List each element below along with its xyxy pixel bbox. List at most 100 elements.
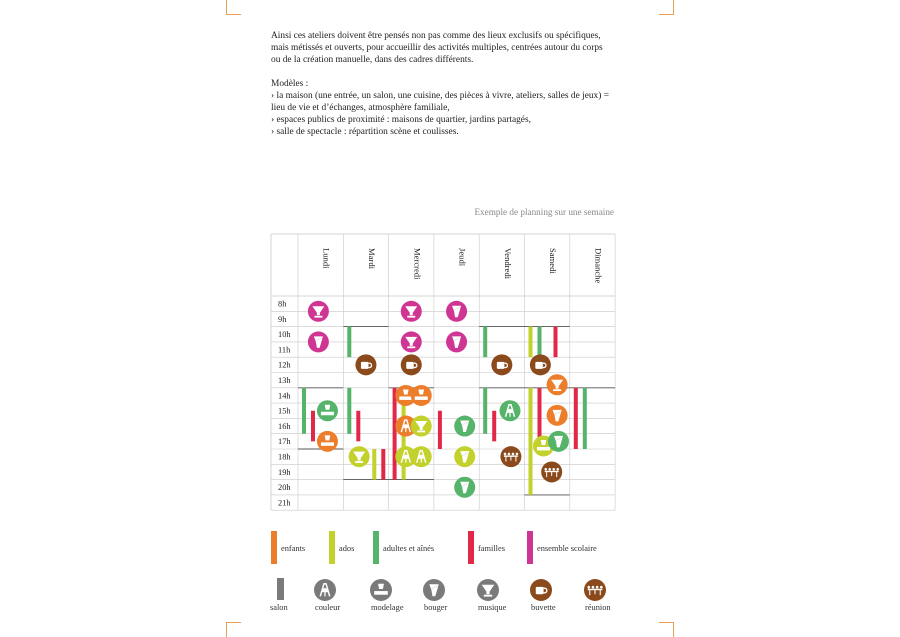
bouger-icon <box>547 430 569 452</box>
legend-label-familles: familles <box>478 544 505 553</box>
bar-familles <box>392 387 397 480</box>
bar-adultes <box>347 387 352 434</box>
buvette-icon <box>529 354 551 376</box>
legend-label-ados: ados <box>339 544 355 553</box>
bar-ados <box>528 326 533 358</box>
legend-swatch-ados <box>329 531 335 564</box>
legend-label-couleur: couleur <box>315 603 341 612</box>
reunion-icon <box>584 579 606 601</box>
hour-label: 11h <box>278 345 291 354</box>
day-header: Samedi <box>548 248 558 274</box>
buvette-icon <box>491 354 513 376</box>
bar-familles <box>537 387 542 449</box>
day-header: Dimanche <box>593 248 603 284</box>
hour-label: 9h <box>278 315 287 324</box>
bar-familles <box>492 410 497 442</box>
bouger-icon <box>454 415 476 437</box>
musique-icon <box>307 300 329 322</box>
bar-familles <box>573 387 578 449</box>
couleur-icon <box>314 579 336 601</box>
bar-adultes <box>302 387 306 434</box>
planning-caption: Exemple de planning sur une semaine <box>474 207 614 217</box>
hour-label: 17h <box>278 437 291 446</box>
bar-adultes <box>483 387 488 434</box>
hour-label: 8h <box>278 300 287 309</box>
bar-familles <box>437 410 442 449</box>
hour-label: 21h <box>278 498 291 507</box>
day-header: Lundi <box>322 248 332 269</box>
bouger-icon <box>307 331 329 353</box>
musique-icon <box>477 579 499 601</box>
legend-label-bouger: bouger <box>424 603 448 612</box>
bar-adultes <box>537 326 542 358</box>
day-header: Mardi <box>367 248 377 270</box>
crop-mark-bottom-right <box>659 622 674 637</box>
musique-icon <box>410 415 432 437</box>
hour-label: 19h <box>278 468 291 477</box>
bouger-icon <box>446 300 468 322</box>
couleur-icon <box>410 446 432 468</box>
legend-swatch-adultes <box>373 531 379 564</box>
legend-label-enfants: enfants <box>281 544 306 553</box>
bar-adultes <box>582 387 587 449</box>
musique-icon <box>348 446 370 468</box>
reunion-icon <box>541 461 563 483</box>
couleur-icon <box>499 400 521 422</box>
modelage-icon <box>316 400 338 422</box>
hour-label: 18h <box>278 453 291 462</box>
hour-label: 14h <box>278 391 291 400</box>
day-header: Mercredi <box>412 248 422 280</box>
musique-icon <box>400 331 422 353</box>
bar-familles <box>356 410 361 442</box>
legend-label-musique: musique <box>478 603 507 612</box>
models-title: Modèles : <box>271 79 309 89</box>
bar-adultes <box>483 326 488 358</box>
bouger-icon <box>423 579 445 601</box>
modelage-icon <box>370 579 392 601</box>
crop-mark-top-left <box>226 0 241 15</box>
hour-label: 16h <box>278 422 291 431</box>
couleur-icon <box>395 415 417 437</box>
legend-label-scolaire: ensemble scolaire <box>537 544 597 553</box>
bar-ados <box>372 449 377 480</box>
bar-familles <box>311 410 315 442</box>
day-header: Vendredi <box>503 248 513 280</box>
musique-icon <box>400 300 422 322</box>
modelage-icon <box>395 384 417 406</box>
day-header: Jeudi <box>458 248 468 267</box>
legend-label-modelage: modelage <box>371 603 404 612</box>
intro-text: Ainsi ces ateliers doivent être pensés n… <box>271 30 611 138</box>
bar-adultes <box>347 326 352 358</box>
legend-swatch-enfants <box>271 531 277 564</box>
model-item-house: › la maison (une entrée, un salon, une c… <box>271 91 609 113</box>
bar-ados <box>528 387 533 495</box>
bar-familles <box>553 326 558 358</box>
bouger-icon <box>454 446 476 468</box>
hour-label: 12h <box>278 361 291 370</box>
salon-icon <box>277 578 284 600</box>
legend-label-salon: salon <box>270 603 288 612</box>
model-item-theatre: › salle de spectacle : répartition scène… <box>271 127 459 137</box>
bouger-icon <box>546 404 568 426</box>
legend-swatch-familles <box>468 531 474 564</box>
crop-mark-top-right <box>659 0 674 15</box>
legend-label-reunion: réunion <box>585 603 611 612</box>
buvette-icon <box>530 579 552 601</box>
legend-label-adultes: adultes et aînés <box>383 544 435 553</box>
reunion-icon <box>500 446 522 468</box>
couleur-icon <box>395 446 417 468</box>
buvette-icon <box>400 354 422 376</box>
bar-familles <box>381 449 386 480</box>
hour-label: 15h <box>278 407 291 416</box>
intro-paragraph: Ainsi ces ateliers doivent être pensés n… <box>271 31 603 65</box>
hour-label: 13h <box>278 376 291 385</box>
bouger-icon <box>454 476 476 498</box>
bouger-icon <box>446 331 468 353</box>
model-item-public-spaces: › espaces publics de proximité : maisons… <box>271 115 531 125</box>
musique-icon <box>546 374 568 396</box>
crop-mark-bottom-left <box>226 622 241 637</box>
buvette-icon <box>355 354 377 376</box>
legend-label-buvette: buvette <box>531 603 556 612</box>
legend-swatch-scolaire <box>527 531 533 564</box>
